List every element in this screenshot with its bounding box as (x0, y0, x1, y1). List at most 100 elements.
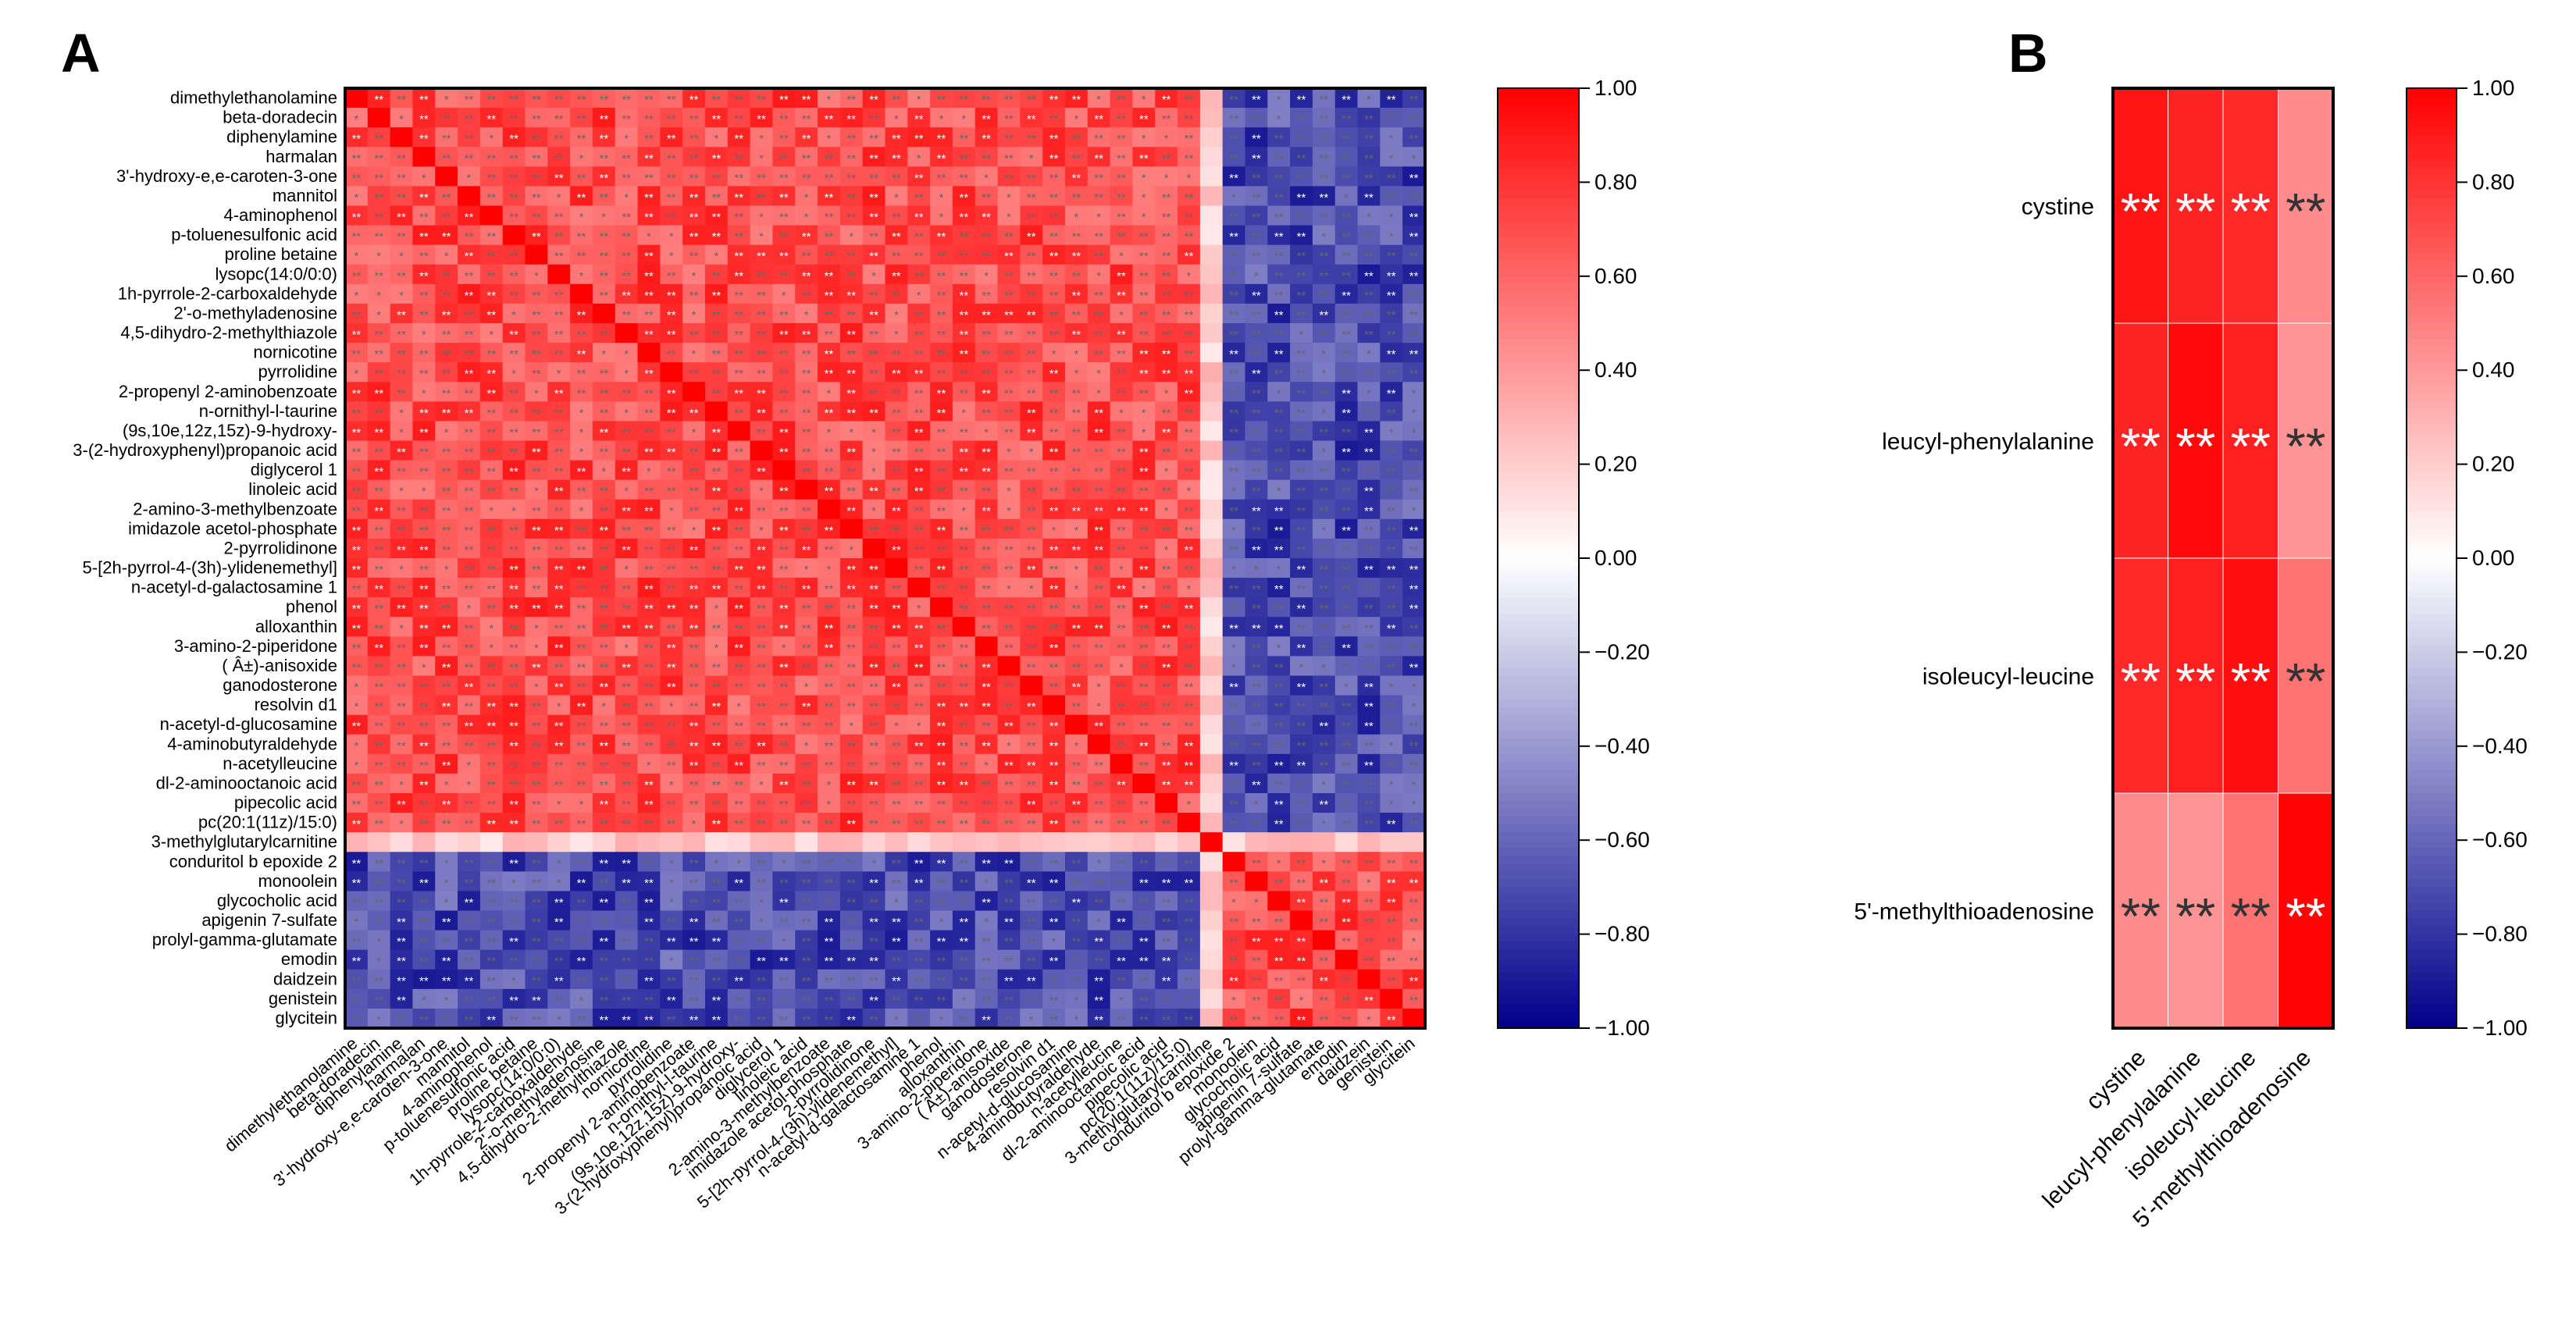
heatmap-a-cell (1132, 832, 1156, 852)
heatmap-a-significance: ** (757, 583, 766, 596)
colorbar-segment (2407, 237, 2457, 246)
heatmap-a-cell (1132, 773, 1156, 794)
heatmap-a-significance: ** (1049, 896, 1059, 909)
heatmap-a-significance: ** (892, 759, 901, 772)
heatmap-a-significance: ** (892, 935, 901, 949)
heatmap-a-significance: ** (757, 818, 766, 831)
heatmap-a-significance: ** (982, 387, 991, 400)
heatmap-a-significance: ** (1004, 877, 1014, 890)
heatmap-a-significance: ** (892, 700, 901, 714)
heatmap-a-significance: ** (599, 113, 608, 126)
heatmap-a-significance: ** (486, 289, 496, 302)
heatmap-a-significance: ** (465, 564, 474, 577)
heatmap-a-cell (885, 558, 908, 578)
heatmap-a-significance: ** (397, 916, 406, 929)
heatmap-a-significance: ** (419, 113, 429, 126)
heatmap-a-significance: * (1119, 994, 1124, 1007)
heatmap-a-significance: ** (419, 407, 429, 420)
heatmap-a-significance: ** (712, 955, 721, 968)
colorbar-segment (1498, 386, 1579, 394)
heatmap-a-row-label: glycocholic acid (217, 891, 337, 910)
heatmap-a-cell (502, 166, 526, 187)
heatmap-a-significance: ** (869, 485, 878, 498)
heatmap-a-cell (390, 108, 414, 128)
heatmap-a-significance: * (444, 426, 449, 440)
heatmap-a-significance: ** (892, 818, 901, 831)
heatmap-a-significance: ** (532, 564, 541, 577)
heatmap-a-significance: * (647, 759, 651, 772)
heatmap-a-significance: ** (1387, 642, 1396, 655)
heatmap-a-significance: ** (577, 935, 586, 949)
heatmap-a-significance: ** (846, 269, 856, 283)
heatmap-a-significance: * (557, 700, 561, 714)
heatmap-a-significance: ** (1387, 289, 1396, 302)
colorbar-segment (2407, 534, 2457, 543)
heatmap-a-significance: ** (1004, 642, 1014, 655)
heatmap-a-significance: * (1321, 230, 1326, 244)
heatmap-a-significance: ** (352, 818, 362, 831)
heatmap-a-significance: ** (599, 642, 608, 655)
heatmap-a-significance: ** (577, 368, 586, 381)
heatmap-a-cell (818, 127, 841, 148)
heatmap-a-significance: ** (397, 524, 406, 537)
heatmap-a-cell (750, 166, 774, 187)
heatmap-a-significance: * (782, 857, 786, 870)
heatmap-a-significance: ** (1387, 348, 1396, 361)
heatmap-a-cell (502, 205, 526, 226)
heatmap-a-significance: ** (486, 661, 496, 674)
heatmap-a-significance: ** (397, 387, 406, 400)
heatmap-a-cell (862, 205, 886, 226)
heatmap-a-cell (974, 166, 999, 187)
heatmap-a-cell (1290, 108, 1313, 128)
heatmap-a-significance: ** (554, 426, 564, 440)
heatmap-a-significance: ** (734, 250, 743, 263)
heatmap-a-significance: ** (419, 191, 429, 205)
heatmap-a-significance: ** (397, 1013, 406, 1027)
heatmap-a-cell (637, 225, 661, 246)
heatmap-a-significance: ** (712, 994, 721, 1007)
heatmap-a-cell (862, 88, 886, 109)
heatmap-a-cell (1087, 734, 1111, 755)
heatmap-a-significance: ** (486, 700, 496, 714)
heatmap-a-significance: ** (825, 368, 834, 381)
heatmap-a-significance: ** (1229, 329, 1238, 342)
heatmap-a-significance: ** (1162, 974, 1171, 988)
heatmap-a-cell (367, 108, 391, 128)
heatmap-a-significance: ** (486, 94, 496, 107)
heatmap-a-significance: ** (779, 387, 789, 400)
heatmap-a-significance: * (827, 94, 832, 107)
heatmap-a-significance: ** (1094, 407, 1103, 420)
heatmap-a-significance: ** (1297, 211, 1306, 224)
heatmap-a-significance: ** (1049, 485, 1059, 498)
heatmap-a-significance: ** (779, 681, 789, 694)
heatmap-a-cell (1087, 186, 1111, 207)
heatmap-a-significance: ** (734, 543, 743, 557)
heatmap-a-significance: ** (554, 230, 564, 244)
heatmap-a-significance: * (1412, 152, 1416, 166)
heatmap-a-cell (637, 88, 661, 109)
heatmap-a-significance: ** (1072, 308, 1081, 322)
heatmap-a-significance: ** (1297, 896, 1306, 909)
heatmap-a-cell (615, 166, 639, 187)
heatmap-a-row-label: resolvin d1 (255, 695, 337, 714)
heatmap-a-significance: ** (644, 308, 654, 322)
heatmap-a-significance: * (1366, 211, 1371, 224)
colorbar-segment (1498, 988, 1579, 998)
heatmap-a-cell (1312, 930, 1336, 951)
heatmap-a-cell (345, 108, 369, 128)
heatmap-a-significance: * (1119, 661, 1124, 674)
heatmap-a-significance: * (354, 368, 358, 381)
heatmap-a-cell (1199, 734, 1224, 755)
heatmap-a-significance: ** (374, 387, 383, 400)
heatmap-a-significance: ** (892, 799, 901, 812)
heatmap-a-significance: ** (802, 133, 811, 146)
colorbar-segment (2407, 354, 2457, 363)
heatmap-a-significance: ** (1252, 661, 1261, 674)
heatmap-a-significance: ** (802, 603, 811, 616)
heatmap-a-significance: ** (577, 622, 586, 635)
colorbar-segment (2407, 941, 2457, 951)
heatmap-a-cell (1199, 186, 1224, 207)
heatmap-a-significance: ** (1049, 407, 1059, 420)
heatmap-a-significance: ** (825, 524, 834, 537)
heatmap-a-cell (1290, 127, 1313, 148)
